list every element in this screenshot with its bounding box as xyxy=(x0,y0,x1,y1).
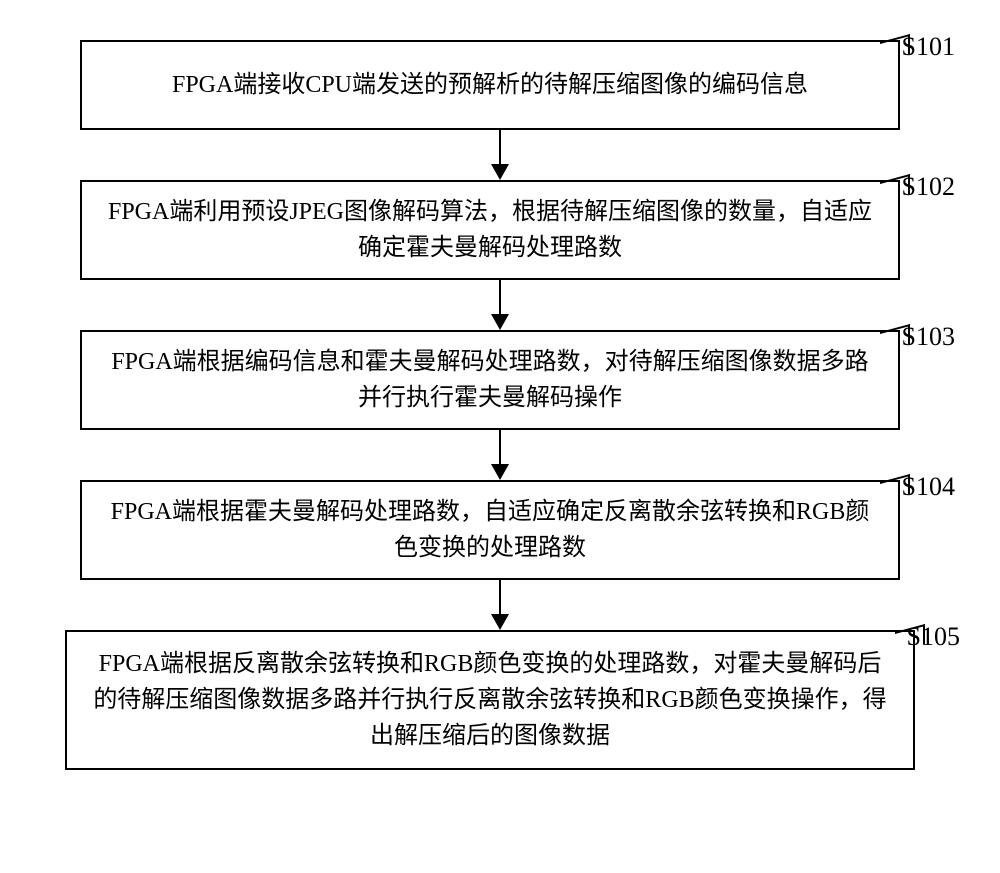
arrow-line-4 xyxy=(499,580,501,614)
step-text-2: FPGA端利用预设JPEG图像解码算法，根据待解压缩图像的数量，自适应确定霍夫曼… xyxy=(102,194,878,266)
arrow-line-2 xyxy=(499,280,501,314)
step-container-5: FPGA端根据反离散余弦转换和RGB颜色变换的处理路数，对霍夫曼解码后的待解压缩… xyxy=(50,630,950,770)
arrow-head-2 xyxy=(491,314,509,330)
arrow-4 xyxy=(50,580,950,630)
step-box-5: FPGA端根据反离散余弦转换和RGB颜色变换的处理路数，对霍夫曼解码后的待解压缩… xyxy=(65,630,915,770)
step-container-2: FPGA端利用预设JPEG图像解码算法，根据待解压缩图像的数量，自适应确定霍夫曼… xyxy=(50,180,950,280)
step-label-2: S102 xyxy=(902,172,955,202)
arrow-head-1 xyxy=(491,164,509,180)
step-container-4: FPGA端根据霍夫曼解码处理路数，自适应确定反离散余弦转换和RGB颜色变换的处理… xyxy=(50,480,950,580)
step-text-3: FPGA端根据编码信息和霍夫曼解码处理路数，对待解压缩图像数据多路并行执行霍夫曼… xyxy=(102,344,878,416)
arrow-2 xyxy=(50,280,950,330)
step-text-1: FPGA端接收CPU端发送的预解析的待解压缩图像的编码信息 xyxy=(172,67,808,103)
step-box-4: FPGA端根据霍夫曼解码处理路数，自适应确定反离散余弦转换和RGB颜色变换的处理… xyxy=(80,480,900,580)
step-container-3: FPGA端根据编码信息和霍夫曼解码处理路数，对待解压缩图像数据多路并行执行霍夫曼… xyxy=(50,330,950,430)
step-box-3: FPGA端根据编码信息和霍夫曼解码处理路数，对待解压缩图像数据多路并行执行霍夫曼… xyxy=(80,330,900,430)
arrow-head-4 xyxy=(491,614,509,630)
step-box-2: FPGA端利用预设JPEG图像解码算法，根据待解压缩图像的数量，自适应确定霍夫曼… xyxy=(80,180,900,280)
step-text-4: FPGA端根据霍夫曼解码处理路数，自适应确定反离散余弦转换和RGB颜色变换的处理… xyxy=(102,494,878,566)
step-text-5: FPGA端根据反离散余弦转换和RGB颜色变换的处理路数，对霍夫曼解码后的待解压缩… xyxy=(87,646,893,754)
step-label-3: S103 xyxy=(902,322,955,352)
arrow-head-3 xyxy=(491,464,509,480)
arrow-1 xyxy=(50,130,950,180)
step-label-1: S101 xyxy=(902,32,955,62)
flowchart-container: FPGA端接收CPU端发送的预解析的待解压缩图像的编码信息 S101 FPGA端… xyxy=(50,30,950,770)
step-box-1: FPGA端接收CPU端发送的预解析的待解压缩图像的编码信息 xyxy=(80,40,900,130)
step-container-1: FPGA端接收CPU端发送的预解析的待解压缩图像的编码信息 S101 xyxy=(50,40,950,130)
arrow-line-1 xyxy=(499,130,501,164)
arrow-3 xyxy=(50,430,950,480)
step-label-4: S104 xyxy=(902,472,955,502)
step-label-5: S105 xyxy=(907,622,960,652)
arrow-line-3 xyxy=(499,430,501,464)
